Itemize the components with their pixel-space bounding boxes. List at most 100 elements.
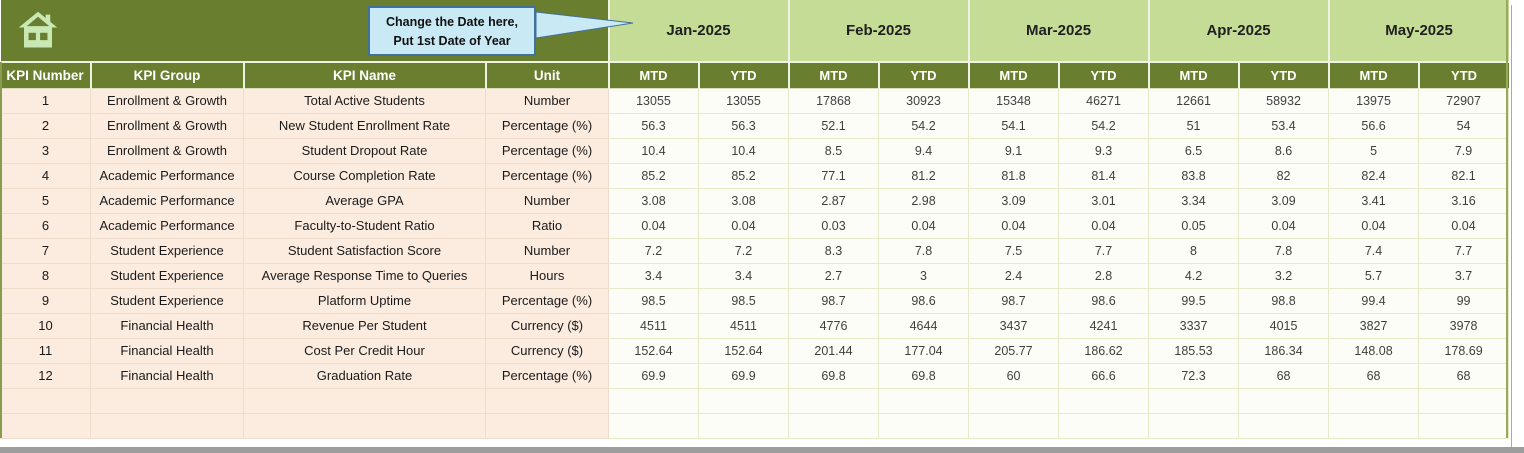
kpi-group-cell[interactable]: Student Experience (90, 262, 244, 289)
value-cell[interactable]: 98.6 (1058, 287, 1150, 314)
value-cell[interactable]: 3.4 (608, 262, 699, 289)
kpi-name-cell[interactable]: Faculty-to-Student Ratio (243, 212, 486, 239)
value-cell[interactable]: 54 (1418, 112, 1510, 139)
value-cell[interactable]: 68 (1418, 362, 1510, 389)
value-cell[interactable]: 5 (1328, 137, 1420, 164)
unit-cell[interactable]: Percentage (%) (485, 162, 609, 189)
value-cell[interactable]: 4.2 (1148, 262, 1240, 289)
value-cell[interactable]: 2.98 (877, 187, 970, 214)
empty-cell[interactable] (877, 387, 970, 414)
value-cell[interactable]: 186.34 (1238, 337, 1330, 364)
value-cell[interactable]: 52.1 (788, 112, 879, 139)
kpi-name-cell[interactable]: Student Satisfaction Score (243, 237, 486, 264)
value-cell[interactable]: 17868 (788, 87, 879, 114)
value-cell[interactable]: 99.4 (1328, 287, 1420, 314)
value-cell[interactable]: 3.34 (1148, 187, 1240, 214)
kpi-name-cell[interactable]: Course Completion Rate (243, 162, 486, 189)
kpi-number-cell[interactable]: 2 (0, 112, 91, 139)
empty-cell[interactable] (0, 387, 91, 414)
value-cell[interactable]: 148.08 (1328, 337, 1420, 364)
value-cell[interactable]: 2.8 (1058, 262, 1150, 289)
value-cell[interactable]: 81.4 (1058, 162, 1150, 189)
unit-cell[interactable]: Percentage (%) (485, 362, 609, 389)
unit-cell[interactable]: Number (485, 187, 609, 214)
value-cell[interactable]: 185.53 (1148, 337, 1240, 364)
empty-cell[interactable] (968, 412, 1060, 439)
empty-cell[interactable] (90, 387, 244, 414)
value-cell[interactable]: 7.2 (698, 237, 789, 264)
value-cell[interactable]: 4776 (788, 312, 879, 339)
value-cell[interactable]: 0.04 (968, 212, 1060, 239)
unit-cell[interactable]: Hours (485, 262, 609, 289)
empty-cell[interactable] (1148, 412, 1240, 439)
empty-cell[interactable] (90, 412, 244, 439)
value-cell[interactable]: 85.2 (698, 162, 789, 189)
value-cell[interactable]: 3827 (1328, 312, 1420, 339)
value-cell[interactable]: 13055 (698, 87, 789, 114)
empty-cell[interactable] (698, 387, 789, 414)
value-cell[interactable]: 99 (1418, 287, 1510, 314)
kpi-number-cell[interactable]: 12 (0, 362, 91, 389)
value-cell[interactable]: 53.4 (1238, 112, 1330, 139)
value-cell[interactable]: 68 (1238, 362, 1330, 389)
value-cell[interactable]: 10.4 (698, 137, 789, 164)
value-cell[interactable]: 98.7 (788, 287, 879, 314)
value-cell[interactable]: 0.03 (788, 212, 879, 239)
value-cell[interactable]: 0.04 (1418, 212, 1510, 239)
value-cell[interactable]: 0.04 (1238, 212, 1330, 239)
kpi-name-cell[interactable]: Revenue Per Student (243, 312, 486, 339)
unit-cell[interactable]: Currency ($) (485, 312, 609, 339)
value-cell[interactable]: 15348 (968, 87, 1060, 114)
kpi-name-cell[interactable]: Total Active Students (243, 87, 486, 114)
value-cell[interactable]: 4644 (877, 312, 970, 339)
empty-cell[interactable] (243, 387, 486, 414)
value-cell[interactable]: 60 (968, 362, 1060, 389)
value-cell[interactable]: 3.09 (968, 187, 1060, 214)
kpi-group-cell[interactable]: Enrollment & Growth (90, 87, 244, 114)
unit-cell[interactable]: Percentage (%) (485, 137, 609, 164)
value-cell[interactable]: 82.1 (1418, 162, 1510, 189)
month-header-4[interactable]: Apr-2025 (1147, 0, 1329, 63)
value-cell[interactable]: 12661 (1148, 87, 1240, 114)
value-cell[interactable]: 7.9 (1418, 137, 1510, 164)
value-cell[interactable]: 66.6 (1058, 362, 1150, 389)
value-cell[interactable]: 98.5 (608, 287, 699, 314)
empty-cell[interactable] (608, 387, 699, 414)
empty-cell[interactable] (1058, 387, 1150, 414)
empty-cell[interactable] (877, 412, 970, 439)
unit-cell[interactable]: Number (485, 237, 609, 264)
value-cell[interactable]: 3337 (1148, 312, 1240, 339)
value-cell[interactable]: 4511 (608, 312, 699, 339)
value-cell[interactable]: 69.8 (788, 362, 879, 389)
value-cell[interactable]: 9.1 (968, 137, 1060, 164)
empty-cell[interactable] (1418, 387, 1510, 414)
kpi-number-cell[interactable]: 6 (0, 212, 91, 239)
value-cell[interactable]: 98.8 (1238, 287, 1330, 314)
empty-cell[interactable] (788, 387, 879, 414)
value-cell[interactable]: 0.05 (1148, 212, 1240, 239)
value-cell[interactable]: 7.7 (1418, 237, 1510, 264)
kpi-number-cell[interactable]: 8 (0, 262, 91, 289)
value-cell[interactable]: 54.1 (968, 112, 1060, 139)
value-cell[interactable]: 81.8 (968, 162, 1060, 189)
value-cell[interactable]: 3.41 (1328, 187, 1420, 214)
value-cell[interactable]: 72907 (1418, 87, 1510, 114)
unit-cell[interactable]: Number (485, 87, 609, 114)
value-cell[interactable]: 81.2 (877, 162, 970, 189)
month-header-1[interactable]: Jan-2025 (607, 0, 789, 63)
value-cell[interactable]: 9.4 (877, 137, 970, 164)
value-cell[interactable]: 7.8 (1238, 237, 1330, 264)
value-cell[interactable]: 0.04 (608, 212, 699, 239)
kpi-group-cell[interactable]: Enrollment & Growth (90, 112, 244, 139)
value-cell[interactable]: 46271 (1058, 87, 1150, 114)
empty-cell[interactable] (1418, 412, 1510, 439)
value-cell[interactable]: 178.69 (1418, 337, 1510, 364)
kpi-name-cell[interactable]: Platform Uptime (243, 287, 486, 314)
value-cell[interactable]: 77.1 (788, 162, 879, 189)
value-cell[interactable]: 7.2 (608, 237, 699, 264)
value-cell[interactable]: 69.9 (608, 362, 699, 389)
value-cell[interactable]: 0.04 (1058, 212, 1150, 239)
value-cell[interactable]: 13975 (1328, 87, 1420, 114)
kpi-group-cell[interactable]: Student Experience (90, 287, 244, 314)
kpi-name-cell[interactable]: Average GPA (243, 187, 486, 214)
